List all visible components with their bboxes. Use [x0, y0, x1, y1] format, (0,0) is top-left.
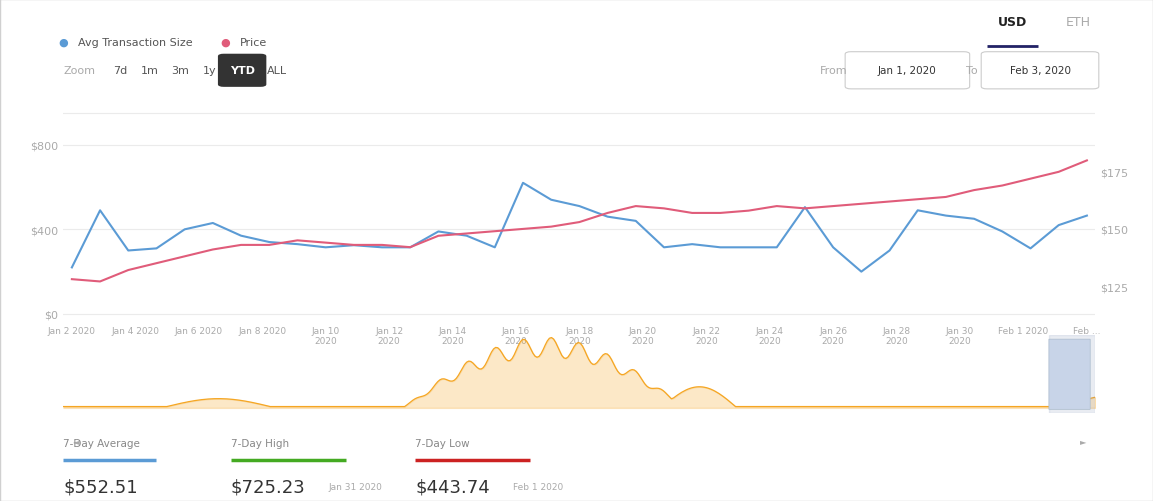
Text: ●: ●: [59, 38, 68, 48]
Text: ◄: ◄: [73, 436, 80, 445]
Text: 1y: 1y: [203, 66, 217, 76]
Text: ●: ●: [220, 38, 229, 48]
Text: Price: Price: [240, 38, 267, 48]
Text: 7-Day High: 7-Day High: [231, 438, 288, 448]
Text: $725.23: $725.23: [231, 478, 306, 496]
Text: $552.51: $552.51: [63, 478, 138, 496]
Text: 7-Day Average: 7-Day Average: [63, 438, 141, 448]
Text: Avg Transaction Size: Avg Transaction Size: [78, 38, 193, 48]
Text: Jan 31 2020: Jan 31 2020: [329, 482, 383, 491]
Text: ETH: ETH: [1065, 16, 1091, 29]
Text: Jan 1, 2020: Jan 1, 2020: [879, 66, 936, 76]
Text: To: To: [966, 66, 978, 76]
Text: $443.74: $443.74: [415, 478, 490, 496]
Text: ALL: ALL: [266, 66, 287, 76]
FancyBboxPatch shape: [1049, 340, 1091, 409]
Text: 1m: 1m: [141, 66, 159, 76]
Text: 7d: 7d: [113, 66, 127, 76]
Text: Feb 1 2020: Feb 1 2020: [513, 482, 564, 491]
Text: Zoom: Zoom: [63, 66, 96, 76]
Text: YTD: YTD: [229, 66, 255, 76]
Text: USD: USD: [997, 16, 1027, 29]
Text: Feb 3, 2020: Feb 3, 2020: [1010, 66, 1070, 76]
Bar: [1049, 336, 1095, 413]
Text: 7-Day Low: 7-Day Low: [415, 438, 469, 448]
Text: From: From: [820, 66, 847, 76]
Text: 3m: 3m: [171, 66, 189, 76]
Text: ►: ►: [1079, 436, 1086, 445]
